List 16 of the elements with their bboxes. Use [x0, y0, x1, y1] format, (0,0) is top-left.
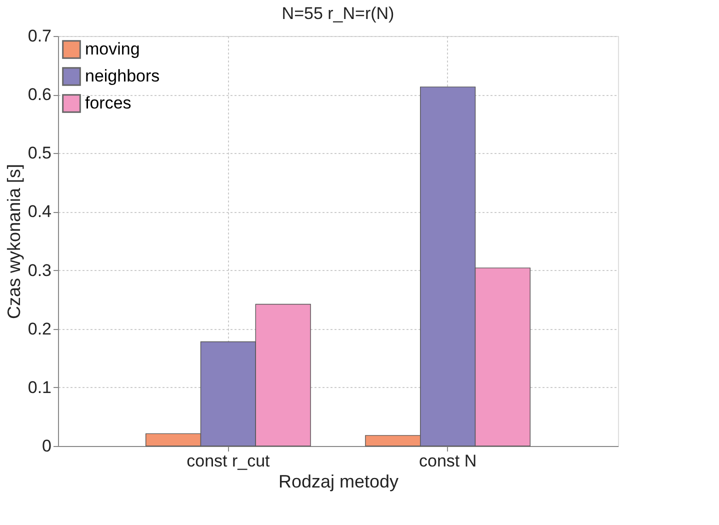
- x-tick-label: const r_cut: [186, 452, 270, 470]
- y-tick-label: 0: [42, 436, 52, 456]
- y-tick-label: 0.3: [28, 260, 52, 280]
- y-tick-label: 0.6: [28, 85, 52, 104]
- y-tick-label: 0.4: [28, 202, 52, 222]
- x-tick-label: const N: [418, 452, 477, 470]
- y-tick-label: 0.7: [28, 26, 52, 46]
- legend-label: forces: [85, 94, 132, 112]
- y-tick-label: 0.5: [28, 144, 52, 163]
- y-tick-label: 0.2: [28, 319, 52, 338]
- chart-title: N=55 r_N=r(N): [282, 4, 394, 23]
- y-tick-label: 0.1: [28, 378, 52, 397]
- legend-label: neighbors: [85, 66, 160, 86]
- legend-label: moving: [85, 40, 140, 58]
- y-axis-title: Czas wykonania [s]: [4, 164, 24, 320]
- x-axis-title: Rodzaj metody: [278, 472, 399, 492]
